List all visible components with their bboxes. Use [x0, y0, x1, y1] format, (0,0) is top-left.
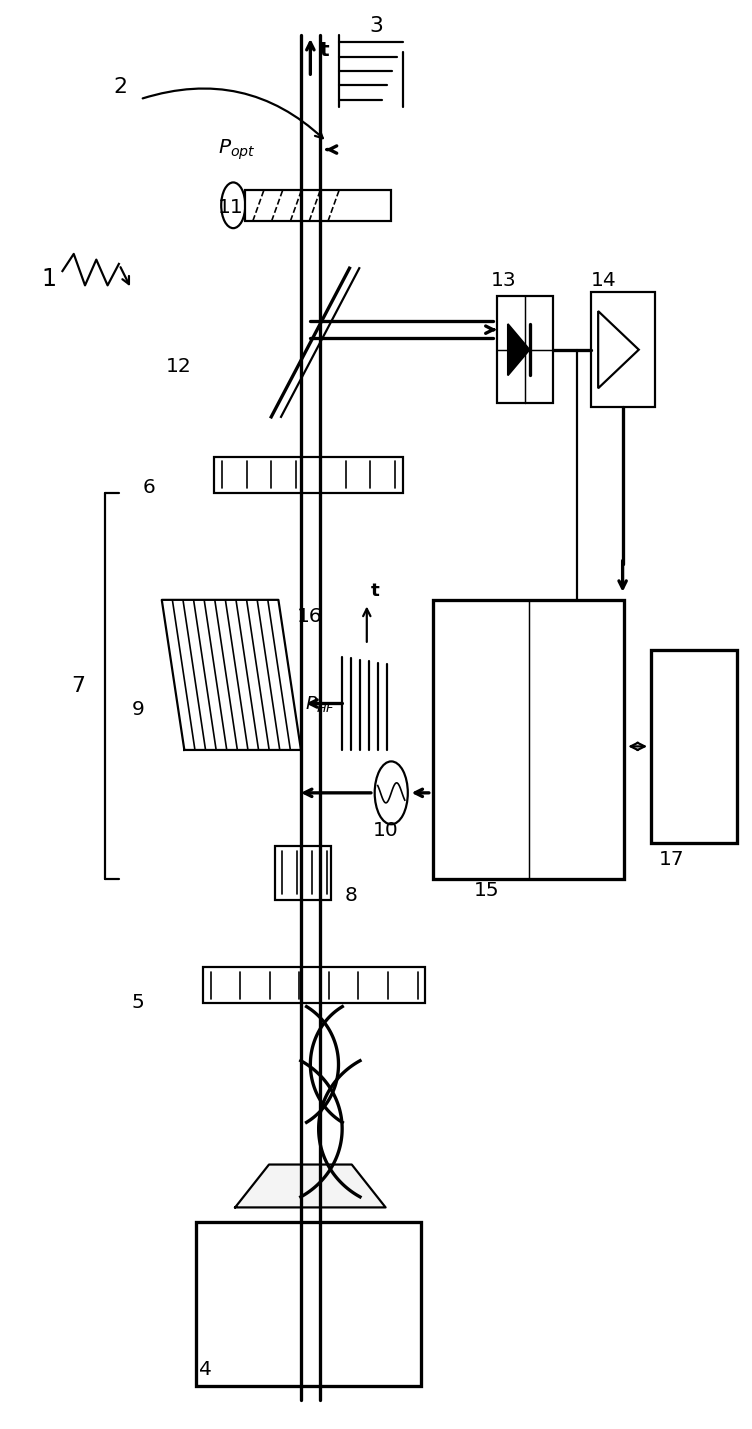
Bar	[274, 846, 331, 900]
Bar	[214, 457, 402, 493]
Text: 17: 17	[658, 850, 684, 869]
Polygon shape	[235, 1165, 385, 1208]
Circle shape	[374, 762, 408, 825]
Text: 2: 2	[114, 77, 127, 97]
Text: $P_{opt}$: $P_{opt}$	[218, 137, 256, 163]
Polygon shape	[598, 312, 638, 389]
Bar	[496, 297, 553, 403]
Text: $P_{HF}$: $P_{HF}$	[305, 694, 335, 713]
Text: 4: 4	[199, 1360, 212, 1379]
Text: 13: 13	[490, 272, 516, 290]
Text: 3: 3	[369, 16, 383, 36]
Text: 14: 14	[590, 272, 616, 290]
Text: 9: 9	[132, 700, 144, 719]
Text: t: t	[319, 41, 329, 60]
Text: 5: 5	[132, 993, 144, 1012]
Bar	[245, 190, 391, 221]
Polygon shape	[508, 324, 529, 376]
Bar	[196, 1222, 421, 1386]
Bar	[650, 650, 737, 843]
Text: 8: 8	[344, 886, 357, 905]
Text: t: t	[371, 582, 379, 600]
Bar	[590, 293, 654, 407]
Bar	[432, 600, 624, 879]
Text: 6: 6	[143, 479, 156, 497]
Bar	[203, 967, 425, 1003]
Text: 10: 10	[372, 822, 398, 840]
Text: 11: 11	[218, 199, 244, 217]
Text: 16: 16	[297, 607, 323, 626]
Text: 15: 15	[474, 882, 499, 900]
Circle shape	[221, 183, 245, 229]
Polygon shape	[162, 600, 301, 750]
Text: 12: 12	[165, 357, 191, 376]
Text: 1: 1	[41, 267, 56, 290]
Text: 7: 7	[71, 676, 86, 696]
